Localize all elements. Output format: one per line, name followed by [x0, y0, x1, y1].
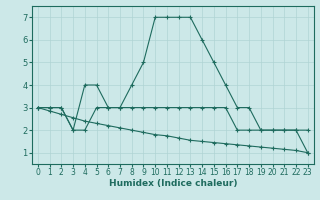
X-axis label: Humidex (Indice chaleur): Humidex (Indice chaleur) [108, 179, 237, 188]
